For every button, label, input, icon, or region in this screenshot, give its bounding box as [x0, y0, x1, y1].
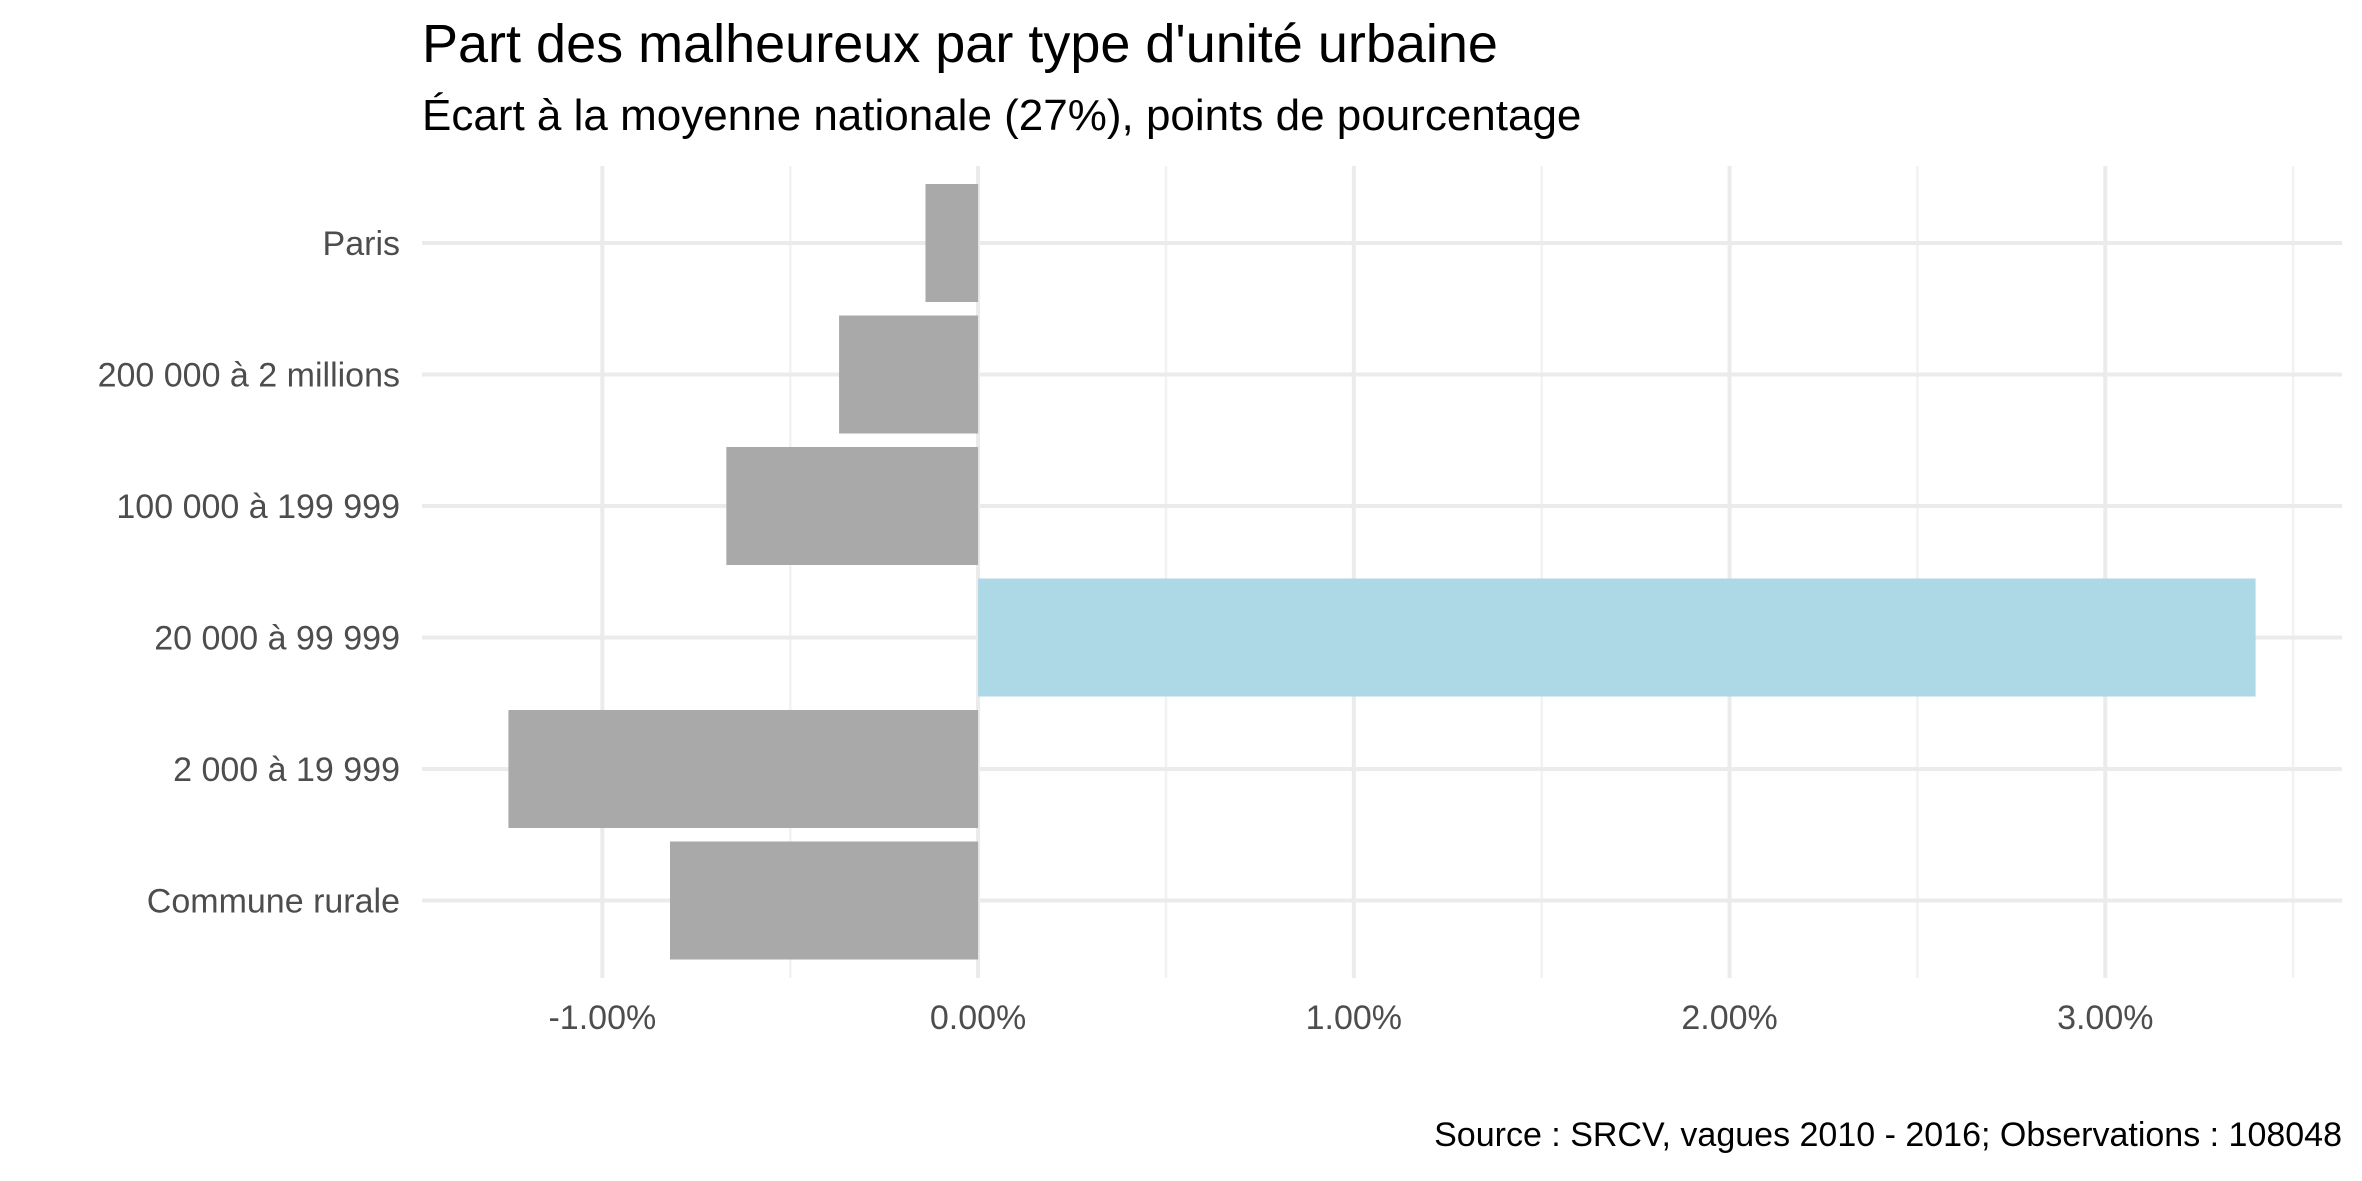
- x-tick-label: 2.00%: [1681, 999, 1777, 1037]
- x-tick-label: 1.00%: [1306, 999, 1402, 1037]
- y-tick-label: 100 000 à 199 999: [116, 488, 400, 526]
- bar: [839, 315, 979, 434]
- y-tick-label: 200 000 à 2 millions: [98, 357, 400, 395]
- chart-subtitle: Écart à la moyenne nationale (27%), poin…: [422, 91, 1581, 140]
- bar: [978, 578, 2256, 697]
- bar: [726, 447, 979, 565]
- chart-caption: Source : SRCV, vagues 2010 - 2016; Obser…: [1434, 1116, 2342, 1154]
- y-tick-label: Commune rurale: [147, 883, 400, 921]
- y-tick-label: Paris: [323, 225, 400, 263]
- y-tick-label: 20 000 à 99 999: [154, 620, 400, 658]
- bar: [508, 710, 979, 828]
- x-tick-label: 3.00%: [2057, 999, 2153, 1037]
- plot-area: Paris 200 000 à 2 millions 100 000 à 199 9…: [98, 166, 2342, 1037]
- x-tick-label: -1.00%: [548, 999, 656, 1037]
- y-tick-label: 2 000 à 19 999: [173, 751, 400, 789]
- bar: [669, 841, 979, 960]
- bar: [925, 184, 979, 302]
- chart-title: Part des malheureux par type d'unité urb…: [422, 14, 1498, 74]
- x-tick-label: 0.00%: [930, 999, 1026, 1037]
